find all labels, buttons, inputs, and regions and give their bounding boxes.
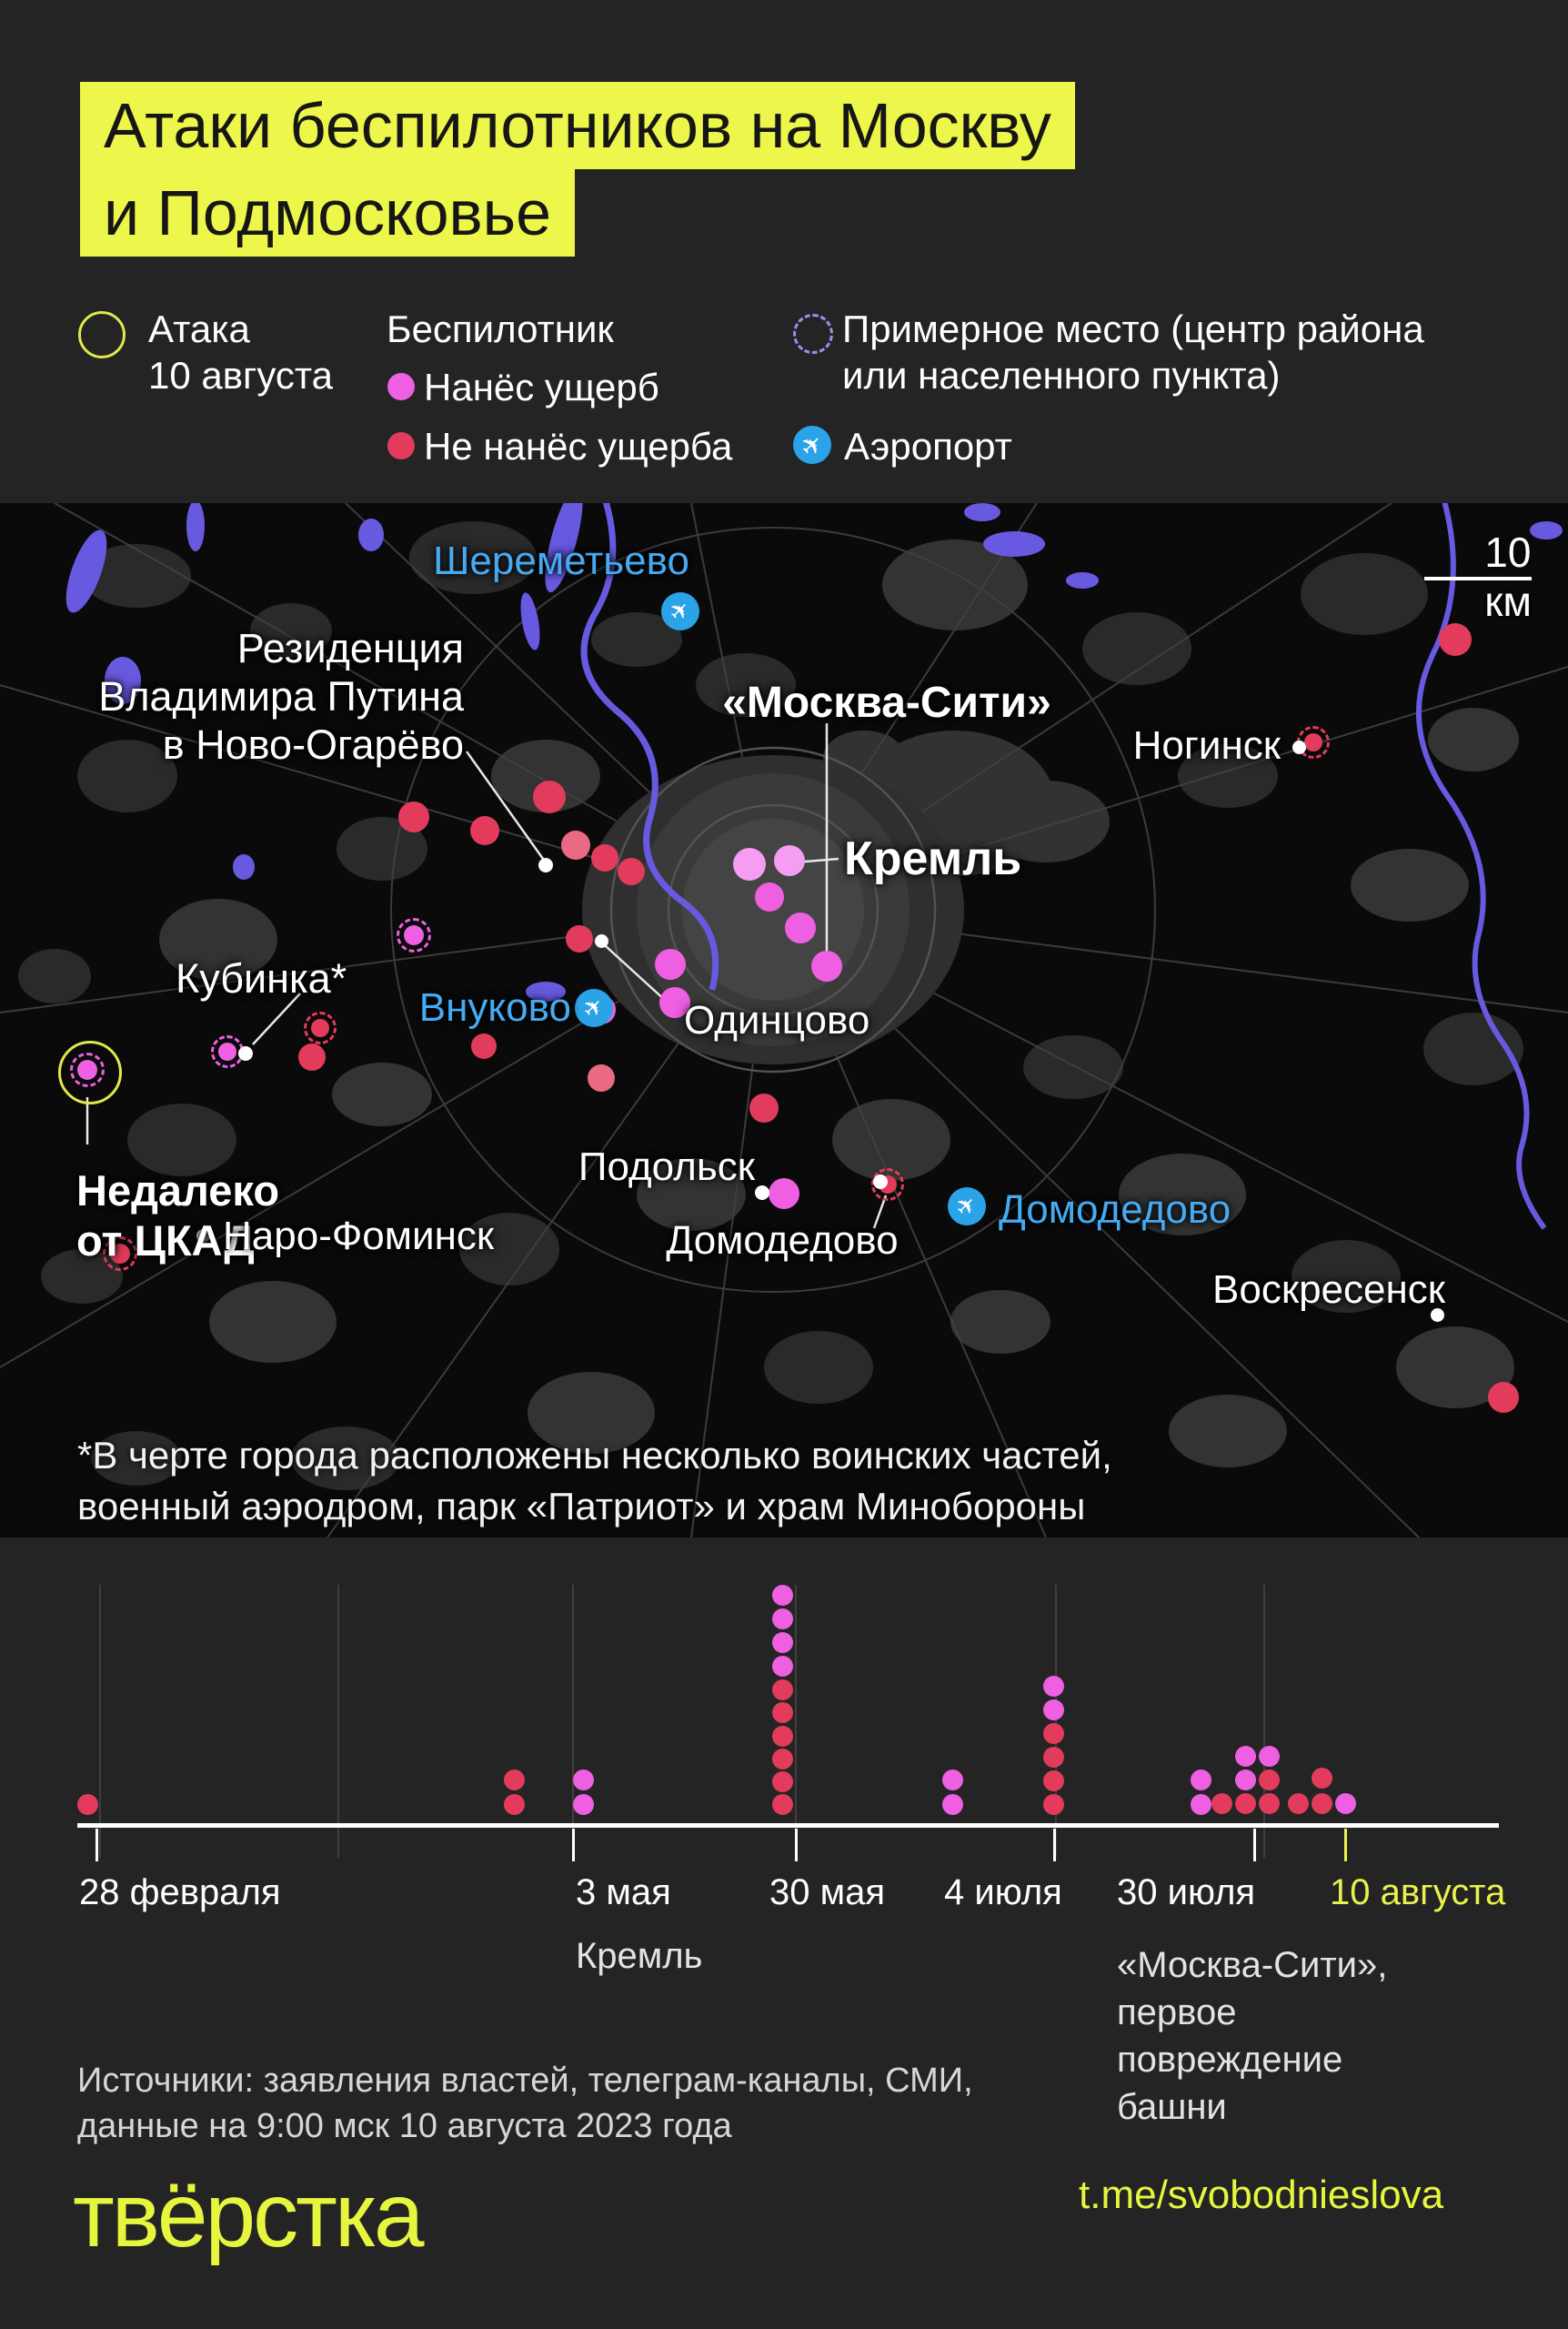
timeline-annotation-line: повреждение	[1117, 2040, 1343, 2080]
legend-airport-label: Аэропорт	[844, 425, 1012, 468]
legend-approx-line1: Примерное место (центр района	[842, 308, 1424, 350]
legend-attack-label: Атака 10 августа	[148, 306, 333, 398]
timeline-dot-damaged	[941, 1769, 963, 1790]
legend-drone-header: Беспилотник	[387, 308, 614, 350]
timeline-dot-no-damage	[1042, 1722, 1064, 1744]
airplane-glyph: ✈	[794, 427, 830, 463]
timeline-dot-no-damage	[1042, 1746, 1064, 1768]
timeline-gridline	[1263, 1585, 1265, 1858]
timeline-dot-damaged	[1234, 1745, 1256, 1767]
timeline-annotation-line: башни	[1117, 2087, 1227, 2127]
legend-no-damage-label: Не нанёс ущерба	[424, 425, 733, 468]
timeline-dot-no-damage	[771, 1679, 793, 1700]
no-damage-dot-icon	[387, 432, 415, 459]
timeline-annotation-line: «Москва-Сити»,	[1117, 1945, 1388, 1985]
legend-damaged-label: Нанёс ущерб	[424, 366, 659, 408]
sources-line1: Источники: заявления властей, телеграм-к…	[77, 2062, 973, 2100]
timeline-dot-no-damage	[771, 1748, 793, 1769]
timeline-date-label: 30 июля	[1117, 1872, 1256, 1912]
map-footnote-line2: военный аэродром, парк «Патриот» и храм …	[77, 1485, 1086, 1527]
sources-note: Источники: заявления властей, телеграм-к…	[77, 2058, 973, 2149]
timeline-dot-no-damage	[1287, 1792, 1309, 1814]
timeline-dot-damaged	[1190, 1793, 1211, 1815]
timeline-dot-no-damage	[1042, 1769, 1064, 1791]
timeline-dot-no-damage	[1311, 1767, 1332, 1789]
timeline-dot-no-damage	[1258, 1769, 1280, 1790]
attack-ring-icon	[78, 311, 126, 358]
timeline-dot-damaged	[1042, 1675, 1064, 1697]
timeline-dot-no-damage	[503, 1769, 525, 1790]
timeline-dot-damaged	[1234, 1769, 1256, 1790]
timeline-dot-no-damage	[1042, 1793, 1064, 1815]
timeline-dot-damaged	[572, 1793, 594, 1815]
timeline-annotation-line: первое	[1117, 1992, 1237, 2032]
telegram-handle[interactable]: t.me/svobodnieslova	[1079, 2173, 1444, 2217]
timeline-tick	[795, 1829, 798, 1861]
timeline-dot-damaged	[1042, 1699, 1064, 1720]
timeline-tick-highlight	[1344, 1829, 1347, 1861]
timeline-dot-no-damage	[1211, 1792, 1232, 1814]
timeline-dot-damaged	[771, 1584, 793, 1606]
timeline-date-label: 28 февраля	[79, 1872, 281, 1912]
timeline-tick	[1253, 1829, 1256, 1861]
timeline-dot-no-damage	[1311, 1792, 1332, 1814]
approx-place-icon	[793, 314, 833, 354]
sources-line2: данные на 9:00 мск 10 августа 2023 года	[77, 2107, 732, 2145]
timeline-gridline	[337, 1585, 339, 1858]
timeline-dot-no-damage	[771, 1770, 793, 1792]
map-footnote: *В черте города расположены несколько во…	[77, 1430, 1112, 1532]
timeline-dot-no-damage	[771, 1701, 793, 1723]
legend-attack-line1: Атака	[148, 308, 250, 350]
timeline-dot-damaged	[771, 1608, 793, 1629]
timeline-dot-damaged	[771, 1631, 793, 1653]
map-footnote-line1: *В черте города расположены несколько во…	[77, 1434, 1112, 1477]
map-scale-bar	[1424, 577, 1532, 580]
timeline-dot-damaged	[1258, 1745, 1280, 1767]
timeline-date-label: 3 мая	[576, 1872, 671, 1912]
timeline-dot-no-damage	[771, 1725, 793, 1747]
timeline-dot-no-damage	[76, 1793, 98, 1815]
title-line-2: и Подмосковье	[80, 169, 576, 257]
timeline-dot-damaged	[572, 1769, 594, 1790]
legend-approx-label: Примерное место (центр района или населе…	[842, 306, 1424, 398]
legend-approx-line2: или населенного пункта)	[842, 354, 1281, 397]
timeline-dot-no-damage	[503, 1793, 525, 1815]
timeline-annotation-moscow-city: «Москва-Сити», первое повреждение башни	[1117, 1941, 1387, 2131]
legend-attack-line2: 10 августа	[148, 354, 334, 397]
timeline-dot-no-damage	[1258, 1792, 1280, 1814]
timeline-tick	[95, 1829, 98, 1861]
timeline-dot-damaged	[941, 1793, 963, 1815]
timeline-axis	[77, 1823, 1499, 1828]
timeline-dot-damaged	[771, 1655, 793, 1677]
timeline-dot-damaged	[1190, 1769, 1211, 1790]
damaged-dot-icon	[387, 373, 415, 400]
timeline-gridline	[99, 1585, 101, 1858]
timeline-gridline	[1055, 1585, 1057, 1858]
timeline-date-label: 30 мая	[769, 1872, 886, 1912]
timeline-dot-no-damage	[1234, 1792, 1256, 1814]
timeline-date-label: 4 июля	[944, 1872, 1062, 1912]
timeline-tick	[1053, 1829, 1056, 1861]
map-scale-label: 10 км	[1484, 529, 1532, 625]
page-title: Атаки беспилотников на Москву и Подмоско…	[80, 82, 1075, 257]
verstka-logo: твёрстка	[73, 2164, 425, 2266]
timeline-date-label: 10 августа	[1330, 1872, 1506, 1912]
timeline-dot-damaged	[1334, 1792, 1356, 1814]
timeline-tick	[572, 1829, 575, 1861]
timeline-sub-label-kremlin: Кремль	[576, 1936, 703, 1976]
timeline-dot-no-damage	[771, 1793, 793, 1815]
timeline-gridline	[572, 1585, 574, 1858]
map-texture	[0, 503, 1568, 1538]
airport-icon: ✈	[793, 426, 831, 464]
title-line-1: Атаки беспилотников на Москву	[80, 82, 1075, 169]
timeline-gridline	[795, 1585, 797, 1858]
